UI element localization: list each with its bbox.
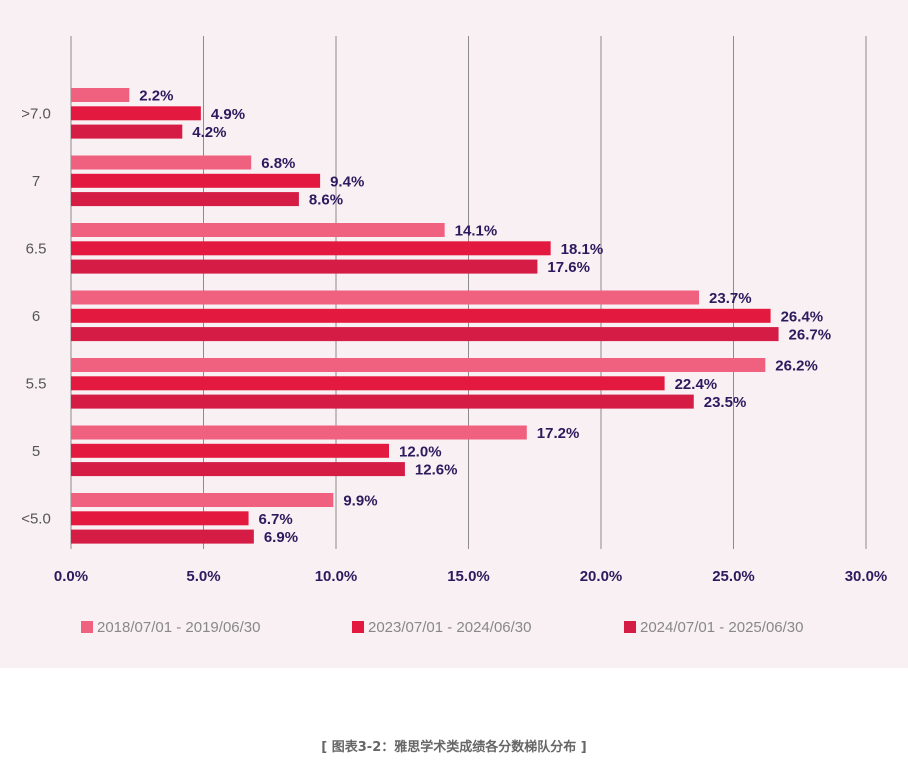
legend-item-series-3: 2024/07/01 - 2025/06/30	[624, 617, 803, 637]
y-category-label: 5	[32, 443, 40, 460]
legend-swatch-series-3	[624, 621, 636, 633]
x-tick-label: 20.0%	[580, 568, 623, 585]
x-tick-label: 15.0%	[447, 568, 490, 585]
bar	[71, 376, 665, 391]
bar-value-label: 6.8%	[261, 155, 295, 172]
bar	[71, 259, 538, 274]
bar	[71, 173, 321, 188]
bar-value-label: 26.7%	[789, 327, 832, 344]
bar-value-label: 6.9%	[264, 529, 298, 546]
bar-value-label: 12.6%	[415, 462, 458, 479]
bar	[71, 308, 771, 323]
legend: 2018/07/01 - 2019/06/30 2023/07/01 - 202…	[0, 617, 908, 639]
legend-swatch-series-1	[81, 621, 93, 633]
bar	[71, 462, 405, 477]
chart-panel: 0.0% 5.0% 10.0% 15.0% 20.0% 25.0% 30.0% >7.0 2.2…	[0, 0, 908, 668]
bar-value-label: 12.0%	[399, 443, 442, 460]
bar	[71, 290, 700, 305]
bar	[71, 358, 766, 372]
y-category-label: 5.5	[26, 375, 47, 392]
bar	[71, 425, 527, 440]
bar-value-label: 26.2%	[775, 358, 818, 375]
bar	[71, 327, 779, 342]
bar-value-label: 8.6%	[309, 192, 343, 209]
bar-value-label: 17.6%	[547, 259, 590, 276]
y-category-label: >7.0	[21, 105, 51, 122]
bar	[71, 155, 252, 170]
bar-value-label: 6.7%	[259, 511, 293, 528]
bar-value-label: 14.1%	[455, 223, 498, 240]
legend-item-series-1: 2018/07/01 - 2019/06/30	[81, 617, 260, 637]
legend-swatch-series-2	[352, 621, 364, 633]
bar	[71, 88, 130, 102]
x-tick-label: 25.0%	[712, 568, 755, 585]
x-tick-label: 30.0%	[845, 568, 888, 585]
bar-value-label: 4.9%	[211, 106, 245, 123]
bar	[71, 124, 183, 139]
x-tick-label: 5.0%	[186, 568, 220, 585]
bar-value-label: 18.1%	[561, 241, 604, 258]
y-category-label: 7	[32, 173, 40, 190]
bar	[71, 223, 445, 237]
bar-value-label: 26.4%	[781, 308, 824, 325]
bar-chart: 0.0% 5.0% 10.0% 15.0% 20.0% 25.0% 30.0% >7.0 2.2…	[21, 36, 888, 585]
legend-label-series-3: 2024/07/01 - 2025/06/30	[640, 618, 804, 636]
bar-value-label: 2.2%	[139, 88, 173, 105]
legend-label-series-1: 2018/07/01 - 2019/06/30	[97, 618, 261, 636]
bar	[71, 106, 201, 121]
legend-item-series-2: 2023/07/01 - 2024/06/30	[352, 617, 531, 637]
bar-value-label: 23.7%	[709, 290, 752, 307]
y-category-label: 6	[32, 308, 40, 325]
bar	[71, 192, 299, 207]
figure-caption: [ 图表3-2：雅思学术类成绩各分数梯队分布 ]	[321, 740, 587, 755]
bar-value-label: 22.4%	[675, 376, 718, 393]
bar	[71, 443, 389, 458]
y-category-label: 6.5	[26, 240, 47, 257]
x-tick-label: 0.0%	[54, 568, 88, 585]
legend-label-series-2: 2023/07/01 - 2024/06/30	[368, 618, 532, 636]
bar	[71, 511, 249, 526]
bar-value-label: 4.2%	[192, 124, 226, 141]
bar-value-label: 9.9%	[343, 493, 377, 510]
bar	[71, 529, 254, 544]
bar-value-label: 23.5%	[704, 394, 747, 411]
bar	[71, 394, 694, 409]
x-tick-label: 10.0%	[315, 568, 358, 585]
bar-value-label: 9.4%	[330, 173, 364, 190]
bar-value-label: 17.2%	[537, 425, 580, 442]
y-category-label: <5.0	[21, 510, 51, 527]
bar	[71, 493, 334, 507]
bar	[71, 241, 551, 256]
